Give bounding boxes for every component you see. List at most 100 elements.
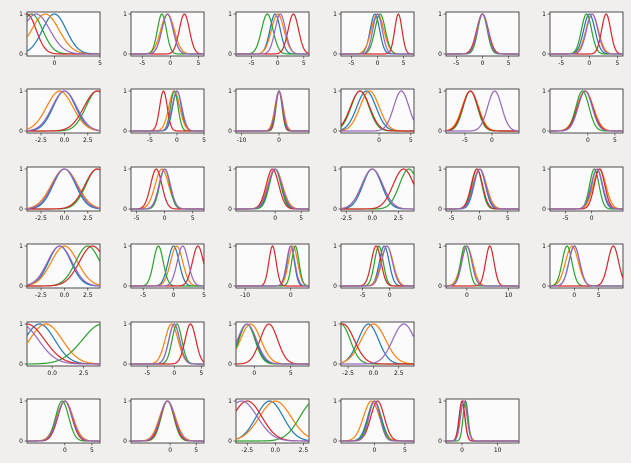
- series-line-5: [131, 90, 204, 132]
- axes-frame: [445, 11, 520, 57]
- x-tick-label: 5: [403, 447, 407, 454]
- subplot-3: 0 1 -5 0 5: [228, 11, 310, 67]
- series-line-4: [27, 168, 100, 210]
- x-tick-label: 5: [202, 137, 206, 144]
- x-tick-label: 0: [478, 215, 482, 222]
- y-tick-label: 0: [228, 283, 232, 290]
- y-tick-label: 1: [228, 88, 232, 95]
- y-tick-label: 0: [542, 128, 546, 135]
- series-line-5: [131, 400, 204, 442]
- series-line-5: [341, 168, 414, 210]
- y-tick-label: 0: [19, 206, 23, 213]
- x-tick-label: 0: [273, 215, 277, 222]
- y-tick-label: 0: [542, 283, 546, 290]
- subplot-11: 0 1 -5 0: [438, 88, 520, 144]
- y-tick-label: 1: [438, 398, 442, 405]
- subplot-6: 0 1 -5 0 5: [542, 11, 624, 67]
- axes-frame: [235, 243, 310, 289]
- series-line-5: [341, 13, 414, 55]
- x-tick-label: 0.0: [60, 215, 70, 222]
- x-tick-label: 5: [506, 215, 510, 222]
- x-tick-label: 0: [289, 292, 293, 299]
- x-tick-label: 0: [465, 292, 469, 299]
- subplot-33: 0 1 -2.5 0.0 2.5: [228, 398, 310, 454]
- x-tick-label: -5: [563, 215, 569, 222]
- y-tick-label: 1: [19, 243, 23, 250]
- x-tick-label: -5: [147, 137, 153, 144]
- subplot-13: 0 1 -2.5 0.0 2.5: [19, 166, 101, 222]
- x-tick-label: 0: [481, 60, 485, 67]
- x-tick-label: 5: [194, 447, 198, 454]
- series-line-3: [27, 323, 100, 365]
- series-line-5: [27, 326, 100, 365]
- x-tick-label: 0: [490, 137, 494, 144]
- y-tick-label: 1: [123, 321, 127, 328]
- series-line-4: [550, 245, 623, 287]
- x-tick-label: 0: [377, 137, 381, 144]
- y-tick-label: 0: [19, 361, 23, 368]
- y-tick-label: 1: [542, 88, 546, 95]
- x-tick-label: 0: [388, 292, 392, 299]
- x-tick-label: 0: [172, 370, 176, 377]
- y-tick-label: 1: [228, 166, 232, 173]
- x-tick-label: 0: [276, 60, 280, 67]
- x-tick-label: 0: [587, 60, 591, 67]
- y-tick-label: 1: [228, 398, 232, 405]
- x-tick-label: 5: [289, 370, 293, 377]
- subplot-14: 0 1 -5 0 5: [123, 166, 205, 222]
- series-line-5: [446, 90, 519, 132]
- x-tick-label: -2.5: [35, 137, 47, 144]
- y-tick-label: 0: [123, 51, 127, 58]
- axes-frame: [130, 398, 205, 444]
- x-tick-label: 2.5: [83, 137, 93, 144]
- y-tick-label: 1: [19, 398, 23, 405]
- series-line-5: [236, 13, 309, 55]
- y-tick-label: 1: [438, 88, 442, 95]
- series-line-4: [341, 90, 414, 132]
- y-tick-label: 0: [228, 206, 232, 213]
- series-line-5: [236, 168, 309, 210]
- x-tick-label: 0: [172, 292, 176, 299]
- x-tick-label: 2.5: [394, 370, 404, 377]
- y-tick-label: 1: [542, 243, 546, 250]
- y-tick-label: 1: [19, 11, 23, 18]
- axes-frame: [445, 88, 520, 134]
- subplot-25: 0 1 0.0 2.5: [19, 321, 101, 377]
- x-tick-label: 5: [409, 137, 413, 144]
- y-tick-label: 0: [333, 206, 337, 213]
- x-tick-label: 5: [98, 60, 102, 67]
- subplot-35: 010 10: [438, 398, 520, 454]
- series-line-5: [27, 13, 100, 55]
- subplot-28: 0 1 -2.5 0.0 2.5: [333, 321, 415, 377]
- x-tick-label: -5: [134, 215, 140, 222]
- series-line-4: [27, 90, 100, 132]
- x-tick-label: 0: [163, 215, 167, 222]
- x-tick-label: 0.0: [60, 137, 70, 144]
- x-tick-label: 2.5: [299, 447, 309, 454]
- subplot-24: 0 1 0 5: [542, 243, 624, 299]
- x-tick-label: 0: [168, 447, 172, 454]
- subplot-19: 0 1 -2.5 0.0 2.5: [19, 243, 101, 299]
- x-tick-label: -5: [139, 60, 145, 67]
- x-tick-label: 0.0: [60, 292, 70, 299]
- y-tick-label: 1: [123, 243, 127, 250]
- subplot-15: 0 1 0 5: [228, 166, 310, 222]
- y-tick-label: 1: [333, 11, 337, 18]
- series-line-4: [341, 168, 414, 210]
- subplot-4: 0 1 -5 0 5: [333, 11, 415, 67]
- x-tick-label: -5: [449, 215, 455, 222]
- series-line-5: [550, 90, 623, 132]
- y-tick-label: 0: [333, 128, 337, 135]
- subplot-12: 0 1 0 5: [542, 88, 624, 144]
- x-tick-label: -5: [249, 60, 255, 67]
- series-line-2: [27, 323, 100, 365]
- y-tick-label: 0: [333, 438, 337, 445]
- y-tick-label: 1: [228, 11, 232, 18]
- subplot-2: 0 1 -5 0 5: [123, 11, 205, 67]
- series-line-5: [341, 90, 414, 132]
- series-line-5: [27, 245, 100, 287]
- x-tick-label: 10: [505, 292, 513, 299]
- x-tick-label: -5: [140, 292, 146, 299]
- x-tick-label: 2.5: [394, 215, 404, 222]
